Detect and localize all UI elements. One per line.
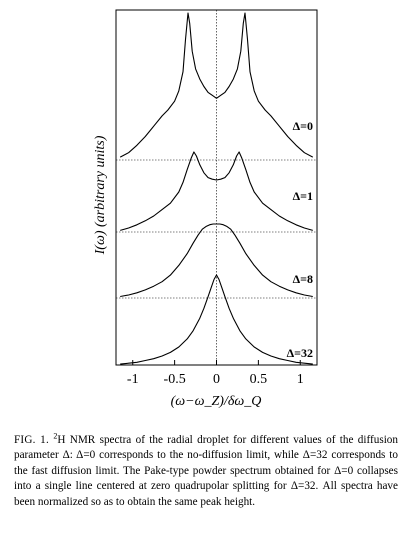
trace-label-3: Δ=32 bbox=[287, 346, 313, 360]
x-tick-label-1: -0.5 bbox=[164, 372, 186, 387]
x-tick-label-2: 0 bbox=[213, 372, 220, 387]
trace-label-2: Δ=8 bbox=[293, 272, 313, 286]
spectrum-line-1 bbox=[120, 151, 313, 231]
trace-label-1: Δ=1 bbox=[293, 189, 313, 203]
y-axis-label: I(ω) (arbitrary units) bbox=[93, 135, 108, 255]
spectrum-line-2 bbox=[120, 223, 313, 298]
spectra-traces bbox=[119, 12, 314, 365]
spectrum-line-3 bbox=[120, 274, 313, 365]
x-axis-ticks: -1 -0.5 0 0.5 1 bbox=[127, 360, 304, 387]
spectrum-line-0 bbox=[119, 12, 314, 158]
trace-labels: Δ=0 Δ=1 Δ=8 Δ=32 bbox=[287, 119, 313, 360]
caption-text: H NMR spectra of the radial droplet for … bbox=[14, 434, 398, 508]
caption-superscript: 2 bbox=[53, 431, 58, 441]
x-tick-label-0: -1 bbox=[127, 372, 139, 387]
baselines bbox=[116, 159, 317, 299]
caption-label: FIG. 1. bbox=[14, 434, 49, 446]
x-axis-label: (ω−ω_Z)/δω_Q bbox=[171, 394, 262, 409]
x-tick-label-4: 1 bbox=[297, 372, 304, 387]
figure-caption: FIG. 1. 2H NMR spectra of the radial dro… bbox=[14, 431, 398, 510]
x-tick-label-3: 0.5 bbox=[250, 372, 268, 387]
nmr-spectra-chart: Δ=0 Δ=1 Δ=8 Δ=32 -1 -0.5 0 0.5 1 I(ω) (arbitrar… bbox=[93, 9, 318, 409]
trace-label-0: Δ=0 bbox=[293, 119, 313, 133]
